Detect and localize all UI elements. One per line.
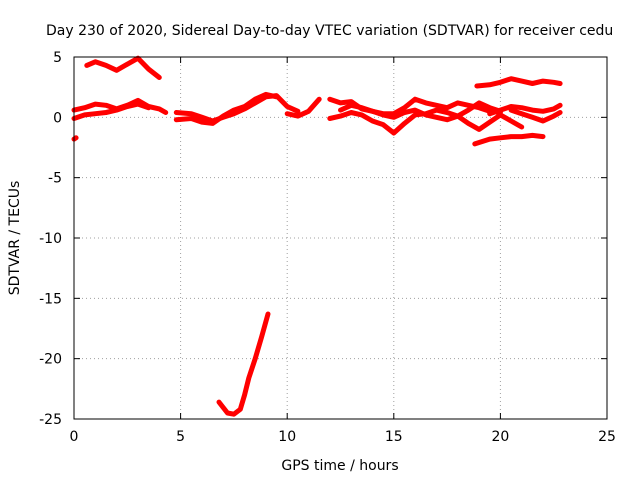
series-arc-late-morning <box>284 96 322 119</box>
x-tick-label: 25 <box>598 429 616 445</box>
x-tick-label: 15 <box>385 429 403 445</box>
x-tick-label: 0 <box>70 429 79 445</box>
y-tick-labels: -25 -20 -15 -10 -5 0 5 <box>39 50 62 428</box>
y-tick-label: -15 <box>39 291 62 307</box>
y-tick-label: 5 <box>53 50 62 66</box>
series-arc-afternoon-c <box>338 100 503 123</box>
y-axis-label: SDTVAR / TECUs <box>7 181 23 296</box>
x-tick-label: 10 <box>278 429 296 445</box>
series-arc-evening-b <box>508 107 563 124</box>
x-tick-labels: 0 5 10 15 20 25 <box>70 429 616 445</box>
x-tick-label: 20 <box>491 429 509 445</box>
x-axis-label: GPS time / hours <box>281 458 398 474</box>
plot-frame <box>73 56 608 420</box>
series-arc-high-early <box>84 55 162 80</box>
y-tick-label: -20 <box>39 352 62 368</box>
y-tick-label: 0 <box>53 110 62 126</box>
x-tick-label: 5 <box>176 429 185 445</box>
series-arc-steep-drop <box>216 311 271 417</box>
series-layer <box>71 55 563 417</box>
series-arc-midday-b <box>173 91 279 126</box>
series-arc-evening-a <box>487 102 563 117</box>
y-tick-label: -10 <box>39 231 62 247</box>
series-arc-lower-morning <box>71 101 152 121</box>
series-arc-high-evening <box>474 76 563 89</box>
y-tick-label: -5 <box>48 171 62 187</box>
series-arc-evening-dip <box>472 132 546 147</box>
y-tick-label: -25 <box>39 412 62 428</box>
chart-title: Day 230 of 2020, Sidereal Day-to-day VTE… <box>46 23 613 39</box>
